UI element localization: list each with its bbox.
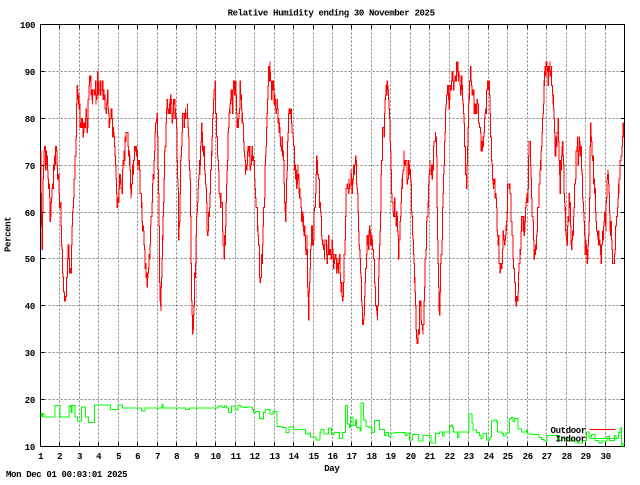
svg-text:6: 6 xyxy=(135,452,140,462)
svg-text:90: 90 xyxy=(25,68,35,78)
svg-text:5: 5 xyxy=(116,452,121,462)
svg-text:27: 27 xyxy=(542,452,552,462)
svg-text:14: 14 xyxy=(289,452,300,462)
svg-text:8: 8 xyxy=(174,452,179,462)
svg-text:11: 11 xyxy=(231,452,242,462)
svg-text:19: 19 xyxy=(386,452,396,462)
svg-text:Indoor: Indoor xyxy=(555,435,585,445)
svg-text:29: 29 xyxy=(581,452,591,462)
svg-text:Outdoor: Outdoor xyxy=(551,426,586,436)
svg-text:70: 70 xyxy=(25,162,35,172)
svg-text:10: 10 xyxy=(25,443,35,453)
svg-text:100: 100 xyxy=(20,21,35,31)
svg-text:Mon Dec 01 00:03:01 2025: Mon Dec 01 00:03:01 2025 xyxy=(6,470,127,480)
svg-text:Percent: Percent xyxy=(4,217,14,252)
svg-text:25: 25 xyxy=(503,452,513,462)
svg-text:15: 15 xyxy=(309,452,319,462)
svg-text:2: 2 xyxy=(57,452,62,462)
svg-text:20: 20 xyxy=(406,452,416,462)
svg-text:21: 21 xyxy=(425,452,436,462)
svg-text:Relative Humidity ending 30 No: Relative Humidity ending 30 November 202… xyxy=(228,9,435,19)
svg-text:12: 12 xyxy=(250,452,260,462)
svg-text:18: 18 xyxy=(367,452,377,462)
svg-text:9: 9 xyxy=(194,452,199,462)
svg-text:10: 10 xyxy=(211,452,221,462)
svg-text:50: 50 xyxy=(25,255,35,265)
svg-text:60: 60 xyxy=(25,209,35,219)
svg-text:40: 40 xyxy=(25,302,35,312)
svg-text:28: 28 xyxy=(562,452,572,462)
svg-text:30: 30 xyxy=(601,452,611,462)
svg-text:80: 80 xyxy=(25,115,35,125)
svg-text:3: 3 xyxy=(77,452,82,462)
svg-text:7: 7 xyxy=(155,452,160,462)
svg-text:24: 24 xyxy=(484,452,495,462)
svg-text:4: 4 xyxy=(96,452,102,462)
svg-text:16: 16 xyxy=(328,452,338,462)
svg-text:13: 13 xyxy=(270,452,280,462)
svg-text:17: 17 xyxy=(347,452,357,462)
svg-text:23: 23 xyxy=(464,452,474,462)
svg-text:22: 22 xyxy=(445,452,455,462)
svg-text:30: 30 xyxy=(25,349,35,359)
svg-text:Day: Day xyxy=(324,464,340,474)
svg-text:1: 1 xyxy=(38,452,44,462)
svg-text:20: 20 xyxy=(25,396,35,406)
svg-text:26: 26 xyxy=(523,452,533,462)
